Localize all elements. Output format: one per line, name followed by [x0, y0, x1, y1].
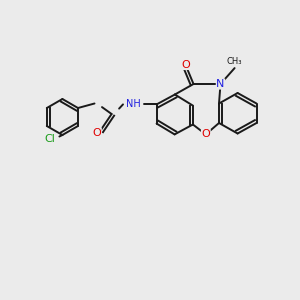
Text: Cl: Cl: [44, 134, 55, 145]
Text: CH₃: CH₃: [227, 57, 242, 66]
Text: O: O: [201, 129, 210, 140]
Text: O: O: [181, 59, 190, 70]
Text: N: N: [216, 79, 225, 89]
Text: O: O: [92, 128, 101, 138]
Text: NH: NH: [126, 99, 141, 110]
